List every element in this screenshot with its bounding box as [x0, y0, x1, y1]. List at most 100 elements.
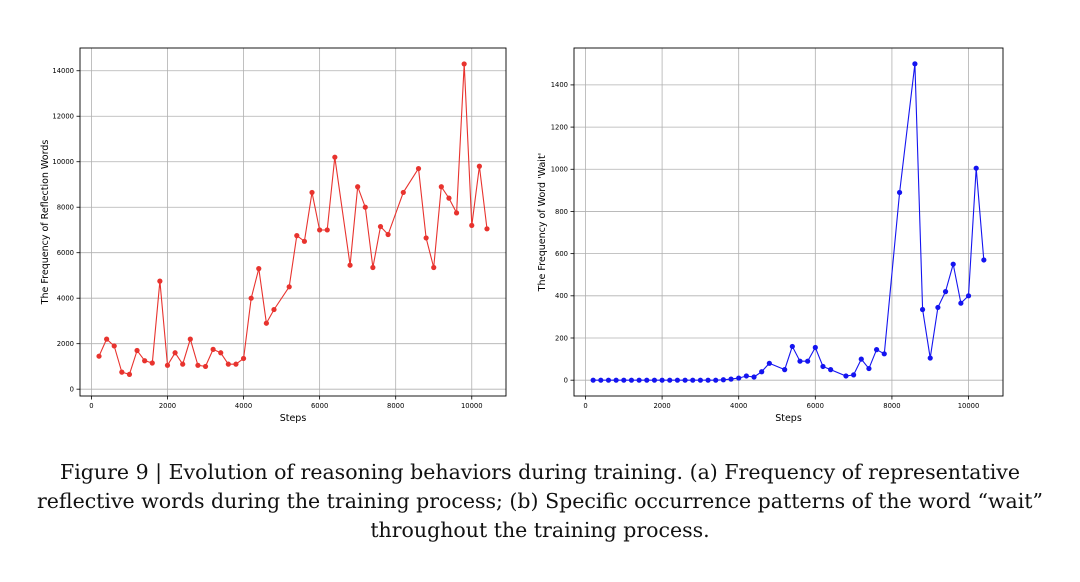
x-tick-label: 4000: [730, 402, 747, 410]
data-point: [332, 154, 338, 160]
data-point: [682, 377, 688, 383]
data-point: [202, 363, 209, 370]
wait-word-chart: 0 2000 4000 6000 8000 10000 0 200 400 600 800 1000 1…: [537, 47, 1004, 424]
data-point: [294, 233, 300, 239]
data-point: [446, 195, 452, 201]
y-tick-label: 1200: [551, 123, 568, 131]
data-point: [301, 238, 308, 244]
data-point: [644, 377, 650, 383]
figure-caption: Figure 9 | Evolution of reasoning behavi…: [0, 458, 1080, 545]
data-point: [317, 227, 323, 233]
data-point: [438, 184, 444, 190]
data-point: [240, 355, 247, 362]
series-line: [593, 63, 985, 381]
figure: 0 2000 4000 6000 8000 10000020004000600080001…: [40, 47, 1004, 424]
data-point: [157, 278, 163, 284]
data-point: [355, 184, 361, 190]
x-tick-label: 8000: [387, 402, 404, 410]
y-axis-label: The Frequency of Reflection Words: [40, 140, 51, 306]
data-point: [843, 373, 849, 379]
plot-frame: [573, 47, 1004, 397]
data-point: [248, 295, 254, 301]
data-point: [828, 367, 834, 373]
data-point: [805, 358, 811, 364]
data-point: [927, 355, 933, 361]
data-point: [797, 358, 803, 364]
data-point: [851, 372, 857, 378]
y-tick-label: 600: [555, 250, 568, 258]
y-tick-label: 0: [70, 385, 74, 393]
data-point: [453, 210, 460, 216]
data-point: [789, 343, 795, 350]
data-point: [674, 377, 681, 383]
data-point: [858, 356, 864, 362]
data-point: [119, 369, 125, 375]
x-tick-label: 2000: [159, 402, 176, 410]
data-point: [476, 163, 482, 169]
x-tick-label: 2000: [653, 402, 670, 410]
data-point: [919, 306, 926, 313]
data-point: [400, 189, 406, 196]
caption-line-2: reflective words during the training pro…: [36, 489, 1044, 513]
data-point: [728, 376, 734, 382]
y-tick-label: 0: [564, 376, 568, 384]
data-point: [195, 362, 201, 368]
data-point: [605, 377, 612, 383]
y-tick-label: 1000: [551, 166, 568, 174]
y-tick-label: 14000: [52, 67, 74, 75]
data-point: [720, 377, 726, 383]
data-point: [180, 361, 186, 367]
x-tick-label: 0: [583, 402, 587, 410]
data-point: [461, 61, 467, 67]
y-tick-label: 12000: [52, 113, 74, 121]
data-point: [96, 353, 102, 359]
data-point: [377, 223, 384, 230]
reflection-words-chart: 0 2000 4000 6000 8000 10000 0 2000 4000 6000 8000 1…: [40, 47, 507, 424]
x-tick-label: 0: [89, 402, 93, 410]
data-point: [950, 261, 956, 267]
data-point: [942, 289, 949, 295]
data-point: [126, 371, 133, 377]
data-point: [636, 377, 642, 383]
data-point: [958, 300, 964, 306]
data-point: [104, 336, 110, 342]
data-point: [164, 362, 171, 368]
y-axis-label: The Frequency of Word 'Wait': [537, 153, 548, 293]
data-point: [134, 347, 140, 354]
data-point: [362, 204, 368, 210]
data-point: [621, 377, 627, 383]
data-point: [225, 361, 231, 367]
data-point: [309, 189, 315, 196]
data-point: [651, 377, 658, 383]
data-point: [782, 367, 788, 373]
data-point: [415, 165, 422, 172]
data-point: [233, 361, 239, 367]
x-tick-label: 10000: [958, 402, 980, 410]
data-point: [896, 189, 903, 196]
x-axis-label: Steps: [280, 413, 307, 424]
y-tick-label: 1400: [551, 81, 568, 89]
data-point: [423, 235, 429, 241]
series-line: [98, 63, 488, 376]
caption-line-1: Figure 9 | Evolution of reasoning behavi…: [60, 460, 1020, 484]
data-point: [271, 306, 277, 313]
data-point: [659, 377, 665, 383]
data-point: [981, 257, 987, 263]
x-tick-label: 6000: [311, 402, 328, 410]
y-tick-label: 10000: [52, 158, 74, 166]
x-tick-label: 10000: [461, 402, 483, 410]
data-point: [873, 347, 880, 353]
data-point: [469, 222, 475, 229]
data-point: [973, 165, 979, 171]
data-point: [598, 377, 604, 383]
x-axis-label: Steps: [775, 413, 802, 424]
data-point: [484, 226, 490, 232]
data-point: [324, 227, 330, 233]
x-tick-label: 6000: [807, 402, 824, 410]
data-point: [256, 266, 262, 272]
data-point: [697, 377, 704, 383]
data-point: [759, 369, 765, 375]
data-point: [263, 320, 269, 326]
y-tick-label: 4000: [57, 294, 74, 302]
data-point: [187, 336, 193, 342]
